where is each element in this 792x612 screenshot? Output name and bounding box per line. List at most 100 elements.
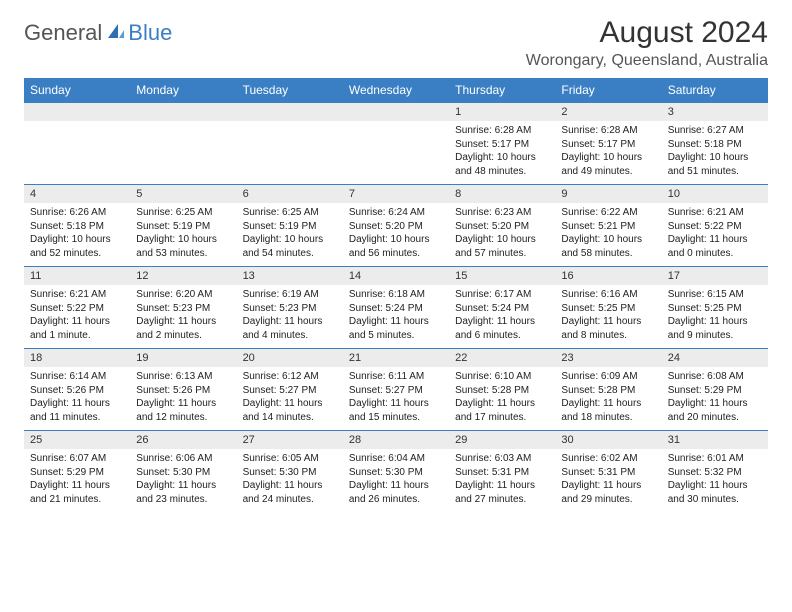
date-cell: [237, 103, 343, 121]
sunset-text: Sunset: 5:28 PM: [455, 384, 549, 398]
weekday-header: Monday: [130, 78, 236, 102]
daylight-text: Daylight: 11 hours and 9 minutes.: [668, 315, 762, 342]
sun-info-cell: Sunrise: 6:28 AMSunset: 5:17 PMDaylight:…: [449, 121, 555, 184]
date-cell: 16: [555, 267, 661, 285]
weekday-header: Friday: [555, 78, 661, 102]
sunrise-text: Sunrise: 6:15 AM: [668, 288, 762, 302]
date-cell: 6: [237, 185, 343, 203]
sun-info-cell: Sunrise: 6:17 AMSunset: 5:24 PMDaylight:…: [449, 285, 555, 348]
sunset-text: Sunset: 5:21 PM: [561, 220, 655, 234]
sun-info-cell: Sunrise: 6:22 AMSunset: 5:21 PMDaylight:…: [555, 203, 661, 266]
daylight-text: Daylight: 11 hours and 20 minutes.: [668, 397, 762, 424]
sunrise-text: Sunrise: 6:28 AM: [455, 124, 549, 138]
daylight-text: Daylight: 11 hours and 29 minutes.: [561, 479, 655, 506]
sunrise-text: Sunrise: 6:14 AM: [30, 370, 124, 384]
sunrise-text: Sunrise: 6:01 AM: [668, 452, 762, 466]
daylight-text: Daylight: 10 hours and 56 minutes.: [349, 233, 443, 260]
daylight-text: Daylight: 11 hours and 12 minutes.: [136, 397, 230, 424]
sun-info-cell: Sunrise: 6:01 AMSunset: 5:32 PMDaylight:…: [662, 449, 768, 512]
daylight-text: Daylight: 11 hours and 18 minutes.: [561, 397, 655, 424]
daylight-text: Daylight: 11 hours and 8 minutes.: [561, 315, 655, 342]
date-cell: 9: [555, 185, 661, 203]
sun-info-cell: [237, 121, 343, 184]
date-cell: 18: [24, 349, 130, 367]
date-cell: 3: [662, 103, 768, 121]
sunset-text: Sunset: 5:25 PM: [668, 302, 762, 316]
info-row: Sunrise: 6:07 AMSunset: 5:29 PMDaylight:…: [24, 449, 768, 512]
sunset-text: Sunset: 5:18 PM: [668, 138, 762, 152]
sunset-text: Sunset: 5:20 PM: [349, 220, 443, 234]
sunset-text: Sunset: 5:24 PM: [455, 302, 549, 316]
date-cell: 12: [130, 267, 236, 285]
logo-text-1: General: [24, 20, 102, 46]
sunset-text: Sunset: 5:27 PM: [243, 384, 337, 398]
date-cell: 8: [449, 185, 555, 203]
weekday-header: Thursday: [449, 78, 555, 102]
info-row: Sunrise: 6:26 AMSunset: 5:18 PMDaylight:…: [24, 203, 768, 266]
date-row: 18192021222324: [24, 348, 768, 367]
sunset-text: Sunset: 5:19 PM: [136, 220, 230, 234]
sunrise-text: Sunrise: 6:06 AM: [136, 452, 230, 466]
sunset-text: Sunset: 5:26 PM: [30, 384, 124, 398]
daylight-text: Daylight: 11 hours and 14 minutes.: [243, 397, 337, 424]
sun-info-cell: Sunrise: 6:18 AMSunset: 5:24 PMDaylight:…: [343, 285, 449, 348]
sun-info-cell: Sunrise: 6:04 AMSunset: 5:30 PMDaylight:…: [343, 449, 449, 512]
daylight-text: Daylight: 11 hours and 6 minutes.: [455, 315, 549, 342]
sun-info-cell: Sunrise: 6:07 AMSunset: 5:29 PMDaylight:…: [24, 449, 130, 512]
date-cell: 13: [237, 267, 343, 285]
sunrise-text: Sunrise: 6:26 AM: [30, 206, 124, 220]
sunset-text: Sunset: 5:32 PM: [668, 466, 762, 480]
sun-info-cell: [130, 121, 236, 184]
date-cell: 20: [237, 349, 343, 367]
title-block: August 2024 Worongary, Queensland, Austr…: [526, 16, 768, 70]
month-title: August 2024: [526, 16, 768, 50]
sunset-text: Sunset: 5:17 PM: [455, 138, 549, 152]
sun-info-cell: Sunrise: 6:13 AMSunset: 5:26 PMDaylight:…: [130, 367, 236, 430]
week-block: 45678910Sunrise: 6:26 AMSunset: 5:18 PMD…: [24, 184, 768, 266]
sun-info-cell: Sunrise: 6:21 AMSunset: 5:22 PMDaylight:…: [24, 285, 130, 348]
daylight-text: Daylight: 11 hours and 30 minutes.: [668, 479, 762, 506]
daylight-text: Daylight: 11 hours and 17 minutes.: [455, 397, 549, 424]
sun-info-cell: Sunrise: 6:21 AMSunset: 5:22 PMDaylight:…: [662, 203, 768, 266]
daylight-text: Daylight: 11 hours and 15 minutes.: [349, 397, 443, 424]
sunrise-text: Sunrise: 6:11 AM: [349, 370, 443, 384]
daylight-text: Daylight: 11 hours and 23 minutes.: [136, 479, 230, 506]
sun-info-cell: Sunrise: 6:03 AMSunset: 5:31 PMDaylight:…: [449, 449, 555, 512]
date-row: 25262728293031: [24, 430, 768, 449]
sun-info-cell: Sunrise: 6:27 AMSunset: 5:18 PMDaylight:…: [662, 121, 768, 184]
date-cell: [24, 103, 130, 121]
weekday-header: Tuesday: [237, 78, 343, 102]
sunrise-text: Sunrise: 6:16 AM: [561, 288, 655, 302]
daylight-text: Daylight: 10 hours and 58 minutes.: [561, 233, 655, 260]
daylight-text: Daylight: 11 hours and 21 minutes.: [30, 479, 124, 506]
sun-info-cell: Sunrise: 6:25 AMSunset: 5:19 PMDaylight:…: [130, 203, 236, 266]
date-cell: 17: [662, 267, 768, 285]
date-cell: 1: [449, 103, 555, 121]
sunrise-text: Sunrise: 6:05 AM: [243, 452, 337, 466]
info-row: Sunrise: 6:14 AMSunset: 5:26 PM Daylight:…: [24, 367, 768, 430]
date-cell: 31: [662, 431, 768, 449]
daylight-text: Daylight: 10 hours and 49 minutes.: [561, 151, 655, 178]
daylight-text: Daylight: 10 hours and 52 minutes.: [30, 233, 124, 260]
sunset-text: Sunset: 5:27 PM: [349, 384, 443, 398]
date-cell: 2: [555, 103, 661, 121]
sunset-text: Sunset: 5:29 PM: [668, 384, 762, 398]
sun-info-cell: Sunrise: 6:11 AMSunset: 5:27 PMDaylight:…: [343, 367, 449, 430]
week-block: 11121314151617Sunrise: 6:21 AMSunset: 5:…: [24, 266, 768, 348]
sunrise-text: Sunrise: 6:18 AM: [349, 288, 443, 302]
sun-info-cell: Sunrise: 6:20 AMSunset: 5:23 PMDaylight:…: [130, 285, 236, 348]
sunset-text: Sunset: 5:23 PM: [243, 302, 337, 316]
sun-info-cell: Sunrise: 6:09 AMSunset: 5:28 PMDaylight:…: [555, 367, 661, 430]
sunrise-text: Sunrise: 6:17 AM: [455, 288, 549, 302]
week-block: 18192021222324Sunrise: 6:14 AMSunset: 5:…: [24, 348, 768, 430]
date-cell: 4: [24, 185, 130, 203]
sun-info-cell: Sunrise: 6:10 AMSunset: 5:28 PMDaylight:…: [449, 367, 555, 430]
sunset-text: Sunset: 5:29 PM: [30, 466, 124, 480]
sunset-text: Sunset: 5:28 PM: [561, 384, 655, 398]
weekday-header: Sunday: [24, 78, 130, 102]
calendar-body: 123Sunrise: 6:28 AMSunset: 5:17 PMDaylig…: [24, 102, 768, 512]
date-cell: 19: [130, 349, 236, 367]
sunset-text: Sunset: 5:24 PM: [349, 302, 443, 316]
sun-info-cell: Sunrise: 6:16 AMSunset: 5:25 PMDaylight:…: [555, 285, 661, 348]
sun-info-cell: Sunrise: 6:12 AMSunset: 5:27 PMDaylight:…: [237, 367, 343, 430]
